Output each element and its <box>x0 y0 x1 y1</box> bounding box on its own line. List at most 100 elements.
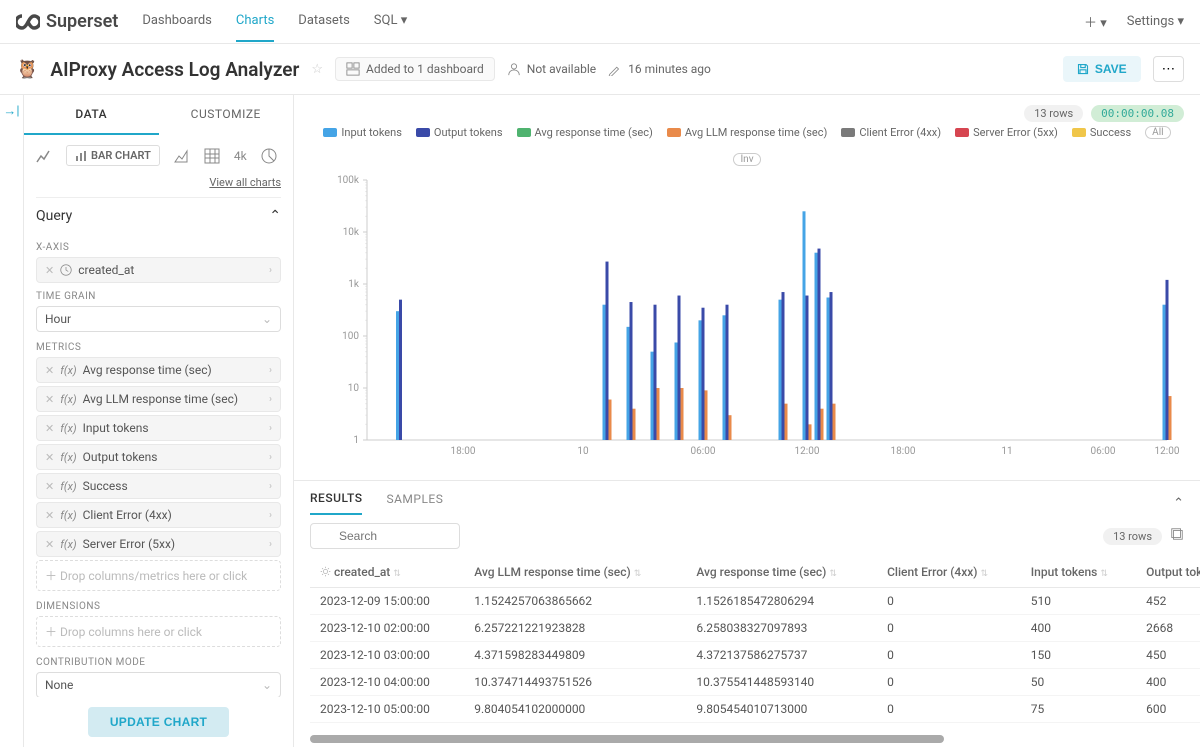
metric-pill[interactable]: ✕f(x)Success› <box>36 473 281 499</box>
nav-links: Dashboards Charts Datasets SQL ▾ <box>142 1 407 42</box>
table-cell: 75 <box>1021 696 1136 723</box>
legend-item[interactable]: Success <box>1072 126 1131 139</box>
update-chart-button[interactable]: UPDATE CHART <box>88 707 229 737</box>
metric-label: Client Error (4xx) <box>83 508 172 522</box>
pie-chart-icon[interactable] <box>261 148 277 164</box>
metric-label: Avg response time (sec) <box>83 363 212 377</box>
legend-item[interactable]: Avg response time (sec) <box>517 126 653 139</box>
column-header[interactable]: Input tokens⇅ <box>1021 557 1136 588</box>
new-button[interactable]: ＋ ▾ <box>1084 12 1107 31</box>
star-icon[interactable]: ☆ <box>311 62 323 77</box>
dashboard-count-pill[interactable]: Added to 1 dashboard <box>335 57 495 81</box>
collapse-column-toggle[interactable]: →| <box>0 95 24 747</box>
nav-dashboards[interactable]: Dashboards <box>142 1 212 42</box>
svg-text:06:00: 06:00 <box>1091 446 1116 457</box>
metric-pill[interactable]: ✕f(x)Input tokens› <box>36 415 281 441</box>
collapse-results-icon[interactable]: ⌃ <box>1173 496 1184 511</box>
legend-item[interactable]: Input tokens <box>323 126 401 139</box>
remove-icon[interactable]: ✕ <box>45 422 54 435</box>
view-all-charts-link[interactable]: View all charts <box>24 176 293 197</box>
remove-icon[interactable]: ✕ <box>45 393 54 406</box>
table-row[interactable]: 2023-12-09 15:00:001.15242570638656621.1… <box>310 588 1200 615</box>
table-cell: 2023-12-10 05:00:00 <box>310 696 464 723</box>
tab-customize[interactable]: CUSTOMIZE <box>159 95 294 135</box>
legend-swatch <box>323 128 337 137</box>
dimensions-dropzone[interactable]: ＋ Drop columns here or click <box>36 616 281 647</box>
legend-all-button[interactable]: All <box>1145 126 1170 139</box>
table-cell: 400 <box>1136 669 1200 696</box>
more-button[interactable]: ⋯ <box>1153 56 1184 82</box>
legend-inv-button[interactable]: Inv <box>733 153 760 166</box>
bar-chart-selected[interactable]: BAR CHART <box>66 145 160 166</box>
svg-text:11: 11 <box>1001 446 1012 457</box>
table-cell: 2023-12-10 02:00:00 <box>310 615 464 642</box>
area-chart-icon[interactable] <box>174 148 190 164</box>
tab-samples[interactable]: SAMPLES <box>386 492 443 514</box>
column-header[interactable]: Output tokens⇅ <box>1136 557 1200 588</box>
svg-text:18:00: 18:00 <box>891 446 916 457</box>
metric-pill[interactable]: ✕f(x)Client Error (4xx)› <box>36 502 281 528</box>
table-row[interactable]: 2023-12-10 05:00:009.8040541020000009.80… <box>310 696 1200 723</box>
nav-sql[interactable]: SQL ▾ <box>374 1 407 42</box>
table-cell: 400 <box>1021 615 1136 642</box>
table-row[interactable]: 2023-12-10 03:00:004.3715982834498094.37… <box>310 642 1200 669</box>
copy-icon[interactable] <box>1170 527 1184 545</box>
column-header[interactable]: Avg response time (sec)⇅ <box>686 557 877 588</box>
legend-item[interactable]: Output tokens <box>416 126 503 139</box>
metric-pill[interactable]: ✕f(x)Server Error (5xx)› <box>36 531 281 557</box>
chart-stats: 13 rows 00:00:00.08 <box>310 105 1184 122</box>
chart-canvas[interactable]: 1101001k10k100k18:001006:0012:0018:00110… <box>310 170 1184 470</box>
table-cell: 1.1524257063865662 <box>464 588 686 615</box>
remove-icon[interactable]: ✕ <box>45 538 54 551</box>
metric-label: Input tokens <box>83 421 149 435</box>
metric-pill[interactable]: ✕f(x)Avg LLM response time (sec)› <box>36 386 281 412</box>
left-panel: DATA CUSTOMIZE BAR CHART 4k View all cha… <box>24 95 294 747</box>
metrics-dropzone[interactable]: ＋ Drop columns/metrics here or click <box>36 560 281 591</box>
legend-item[interactable]: Client Error (4xx) <box>841 126 941 139</box>
contribution-select[interactable]: None ⌄ <box>36 672 281 697</box>
legend-item[interactable]: Avg LLM response time (sec) <box>667 126 828 139</box>
nav-charts[interactable]: Charts <box>236 1 274 42</box>
remove-icon[interactable]: ✕ <box>45 480 54 493</box>
tab-data[interactable]: DATA <box>24 95 159 135</box>
column-header[interactable]: Client Error (4xx)⇅ <box>877 557 1021 588</box>
chevron-right-icon: › <box>269 539 272 550</box>
results-table: created_at⇅Avg LLM response time (sec)⇅A… <box>310 557 1200 723</box>
query-section-head[interactable]: Query ⌃ <box>36 197 281 234</box>
tab-results[interactable]: RESULTS <box>310 491 362 515</box>
save-button[interactable]: SAVE <box>1063 56 1141 82</box>
xaxis-pill[interactable]: ✕ created_at › <box>36 257 281 283</box>
search-input[interactable] <box>310 523 460 549</box>
table-icon[interactable] <box>204 148 220 164</box>
chart-type-picker: BAR CHART 4k <box>24 135 293 176</box>
remove-icon[interactable]: ✕ <box>45 509 54 522</box>
fourk-icon[interactable]: 4k <box>234 149 247 163</box>
column-header[interactable]: created_at⇅ <box>310 557 464 588</box>
remove-icon[interactable]: ✕ <box>45 364 54 377</box>
results-tabs: RESULTS SAMPLES ⌃ <box>294 481 1200 515</box>
table-cell: 50 <box>1021 669 1136 696</box>
legend-label: Output tokens <box>434 126 503 139</box>
table-cell: 1.1526185472806294 <box>686 588 877 615</box>
metric-pill[interactable]: ✕f(x)Output tokens› <box>36 444 281 470</box>
nav-right: ＋ ▾ Settings ▾ <box>1084 12 1184 31</box>
time-grain-label: TIME GRAIN <box>36 291 281 302</box>
legend-item[interactable]: Server Error (5xx) <box>955 126 1058 139</box>
metric-pill[interactable]: ✕f(x)Avg response time (sec)› <box>36 357 281 383</box>
table-row[interactable]: 2023-12-10 04:00:0010.37471449375152610.… <box>310 669 1200 696</box>
table-cell: 452 <box>1136 588 1200 615</box>
dashboard-icon <box>346 62 360 76</box>
time-grain-select[interactable]: Hour ⌄ <box>36 306 281 332</box>
chevron-down-icon: ⌄ <box>262 312 272 326</box>
nav-datasets[interactable]: Datasets <box>298 1 350 42</box>
brand-logo[interactable]: Superset <box>16 11 118 32</box>
remove-icon[interactable]: ✕ <box>45 451 54 464</box>
table-row[interactable]: 2023-12-10 02:00:006.2572212219238286.25… <box>310 615 1200 642</box>
results-table-wrap[interactable]: created_at⇅Avg LLM response time (sec)⇅A… <box>294 557 1200 731</box>
remove-icon[interactable]: ✕ <box>45 264 54 277</box>
metrics-label: METRICS <box>36 342 281 353</box>
nav-settings[interactable]: Settings ▾ <box>1127 14 1184 29</box>
horizontal-scrollbar[interactable] <box>310 735 944 743</box>
line-chart-icon[interactable] <box>36 148 52 164</box>
column-header[interactable]: Avg LLM response time (sec)⇅ <box>464 557 686 588</box>
